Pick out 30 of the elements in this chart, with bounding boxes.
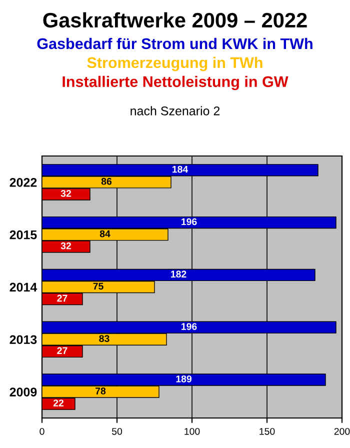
x-tick-label: 50: [112, 428, 122, 435]
x-tick-label: 0: [40, 428, 44, 435]
text: Installierte Nettoleistung in GW: [62, 76, 288, 90]
data-label: 189: [176, 375, 192, 382]
data-label: 32: [60, 190, 72, 197]
data-label: 27: [57, 347, 68, 354]
data-label: 84: [100, 230, 110, 238]
y-tick-label: 2015: [10, 230, 37, 240]
data-label: 182: [171, 270, 186, 278]
chart-title: Gaskraftwerke 2009 – 2022: [43, 12, 307, 28]
data-label: 32: [60, 242, 72, 250]
text: Stromerzeugung in TWh: [87, 56, 262, 72]
text: Gasbedarf für Strom und KWK in TWh: [37, 38, 312, 50]
data-label: 75: [93, 282, 104, 290]
data-label: 83: [99, 335, 110, 342]
x-tick-label: 200: [334, 428, 350, 435]
data-label: 196: [182, 218, 197, 226]
chart-subtitle: nach Szenario 2: [130, 106, 220, 116]
y-tick-label: 2013: [10, 335, 37, 344]
data-label: 196: [182, 323, 197, 330]
data-label: 22: [53, 400, 64, 406]
data-label: 86: [101, 178, 112, 185]
x-tick-label: 100: [184, 428, 200, 435]
y-tick-label: 2022: [10, 178, 37, 187]
data-label: 184: [172, 166, 188, 173]
y-tick-label: 2014: [10, 282, 38, 292]
y-tick-label: 2009: [10, 388, 37, 396]
data-label: 27: [57, 294, 68, 302]
data-label: 78: [96, 388, 106, 394]
x-tick-label: 150: [260, 428, 275, 435]
